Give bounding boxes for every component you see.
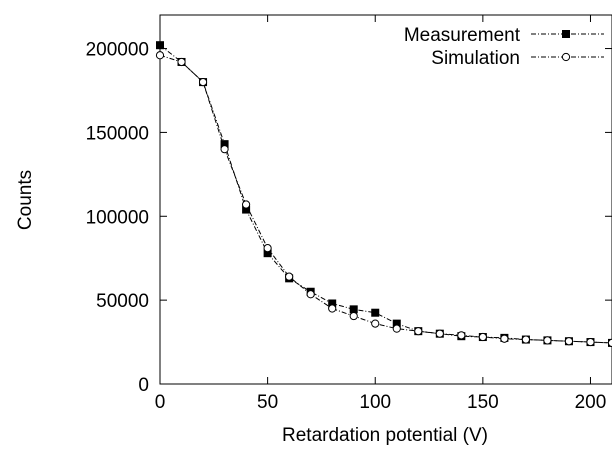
data-point (328, 304, 337, 313)
data-point (241, 200, 251, 209)
plot-area (159, 14, 612, 385)
data-point (371, 319, 380, 328)
legend-marker (561, 52, 571, 62)
axis-ticks: 0 50 100 150 200 0 50000 100000 150000 200000 (86, 15, 612, 413)
data-point (435, 329, 444, 338)
y-axis-title: Counts (15, 170, 36, 230)
series-simulation (155, 51, 612, 348)
x-tick-label: 150 (467, 392, 499, 413)
x-tick-label: 100 (359, 392, 391, 413)
data-point (478, 332, 487, 342)
data-point (349, 311, 358, 321)
x-axis-title: Retardation potential (V) (282, 425, 488, 446)
data-point (349, 305, 358, 314)
x-tick-label: 200 (575, 392, 607, 413)
data-point (371, 308, 380, 317)
x-tick-label: 50 (257, 392, 278, 413)
data-point (306, 290, 315, 299)
legend-label: Simulation (431, 48, 520, 69)
legend-marker (562, 30, 570, 38)
data-point (285, 272, 294, 281)
data-point (263, 249, 272, 258)
data-point (586, 337, 595, 347)
data-point (521, 335, 531, 344)
data-point (564, 337, 574, 346)
data-point (543, 336, 552, 345)
plot-frame (159, 14, 612, 385)
series-measurement (156, 41, 612, 347)
y-tick-label: 150000 (86, 123, 149, 144)
data-point (156, 41, 164, 50)
data-point (198, 77, 208, 87)
y-tick-label: 100000 (86, 207, 149, 228)
data-point (220, 140, 229, 149)
y-tick-label: 0 (138, 375, 149, 396)
data-point (414, 327, 423, 336)
data-point (177, 57, 186, 67)
data-point (155, 51, 165, 60)
data-point (328, 299, 337, 308)
series-line (159, 44, 612, 344)
y-tick-label: 50000 (96, 291, 149, 312)
legend-label: Measurement (404, 25, 521, 46)
x-tick-label: 0 (155, 392, 166, 413)
data-point (263, 244, 272, 253)
series-line (159, 54, 612, 344)
data-point (220, 145, 229, 154)
data-point (392, 319, 401, 328)
data-point (392, 324, 401, 333)
y-tick-label: 200000 (86, 40, 149, 61)
series-layer (155, 41, 612, 348)
data-point (242, 205, 251, 214)
data-point (457, 331, 466, 340)
data-point (607, 338, 612, 348)
data-point (500, 334, 509, 343)
